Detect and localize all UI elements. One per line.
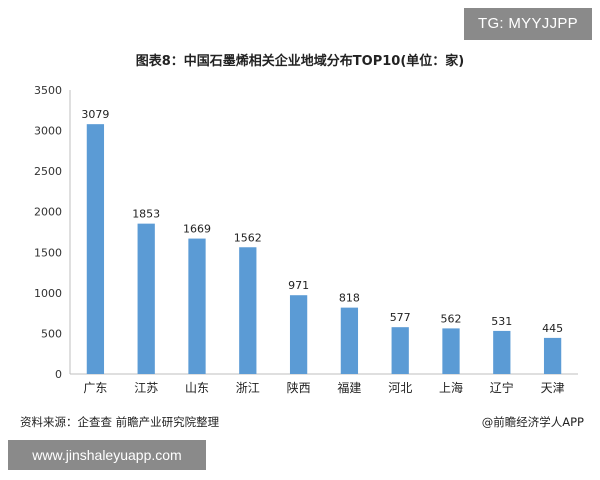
y-tick-label-4: 2000: [34, 206, 62, 219]
y-tick-label-3: 1500: [34, 246, 62, 259]
source-note: 资料来源：企查查 前瞻产业研究院整理: [20, 415, 220, 429]
bar-8: [493, 330, 511, 374]
bar-7: [442, 328, 460, 374]
value-label-7: 562: [441, 312, 462, 325]
bar-6: [391, 327, 409, 374]
x-tick-label-0: 广东: [83, 381, 107, 395]
x-tick-labels: 广东 江苏 山东 浙江 陕西 福建 河北 上海 辽宁 天津: [83, 380, 564, 395]
x-tick-label-3: 浙江: [236, 381, 260, 395]
x-tick-label-1: 江苏: [134, 381, 158, 395]
x-tick-label-9: 天津: [541, 381, 565, 395]
value-label-2: 1669: [183, 223, 211, 236]
x-tick-label-7: 上海: [439, 380, 463, 395]
bars: [86, 124, 562, 375]
watermark-tag: TG: MYYJJPP: [464, 8, 592, 40]
value-label-9: 445: [542, 322, 563, 335]
url-banner: www.jinshaleyuapp.com: [8, 440, 206, 470]
bar-2: [188, 238, 206, 374]
value-label-8: 531: [491, 315, 512, 328]
value-label-0: 3079: [81, 108, 109, 121]
x-tick-label-5: 福建: [337, 380, 361, 395]
value-label-6: 577: [390, 311, 411, 324]
chart-title: 图表8：中国石墨烯相关企业地域分布TOP10(单位：家): [135, 54, 465, 69]
bar-5: [340, 307, 359, 374]
credit-text: @前瞻经济学人APP: [481, 415, 584, 429]
x-tick-label-2: 山东: [185, 381, 209, 395]
y-tick-label-2: 1000: [34, 287, 62, 300]
y-tick-label-1: 500: [41, 327, 62, 340]
value-labels: 3079 1853 1669 1562 971 818 577 562 531 445: [81, 108, 563, 335]
value-label-4: 971: [288, 279, 309, 292]
x-tick-label-4: 陕西: [287, 380, 311, 395]
y-tick-labels: 0 500 1000 1500 2000 2500 3000 3500: [34, 84, 62, 381]
y-tick-label-5: 2500: [34, 165, 62, 178]
y-tick-label-0: 0: [55, 368, 62, 381]
value-label-1: 1853: [132, 208, 160, 221]
bar-0: [86, 124, 105, 375]
bar-4: [289, 295, 308, 374]
value-label-5: 818: [339, 292, 360, 305]
y-tick-label-6: 3000: [34, 125, 62, 138]
x-tick-label-6: 河北: [388, 381, 412, 395]
bar-1: [137, 223, 155, 374]
y-tick-label-7: 3500: [34, 84, 62, 97]
value-label-3: 1562: [234, 231, 262, 244]
bar-9: [543, 337, 562, 374]
bar-3: [239, 247, 257, 374]
x-tick-label-8: 辽宁: [490, 380, 514, 395]
